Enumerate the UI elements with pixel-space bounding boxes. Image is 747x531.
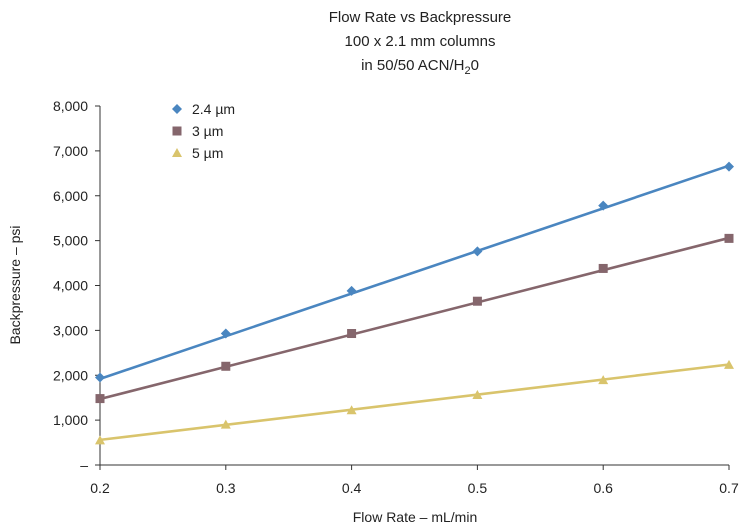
- legend-label-3: 5 µm: [192, 145, 223, 161]
- data-point-series-1: [220, 328, 231, 339]
- x-tick-labels: 0.2 0.3 0.4 0.5 0.6 0.7: [90, 465, 739, 496]
- legend-marker-1: [172, 104, 182, 114]
- x-tick-label: 0.6: [593, 480, 613, 496]
- data-point-series-3: [220, 419, 231, 429]
- data-point-series-1: [95, 372, 105, 383]
- data-point-series-2: [347, 329, 357, 339]
- trend-lines: [99, 164, 730, 442]
- x-tick-label: 0.4: [342, 480, 362, 496]
- chart-title-line-3: in 50/50 ACN/H20: [361, 57, 479, 77]
- data-point-series-1: [472, 246, 483, 257]
- y-tick-label: 3,000: [53, 322, 88, 338]
- data-point-series-2: [95, 394, 105, 404]
- y-tick-label: 4,000: [53, 278, 88, 294]
- trend-line-series-1: [99, 164, 730, 381]
- y-tick-label: 8,000: [53, 98, 88, 114]
- legend-marker-2: [172, 126, 182, 136]
- y-tick-label: 7,000: [53, 143, 88, 159]
- data-point-series-3: [346, 405, 357, 415]
- legend-marker-3: [172, 148, 182, 157]
- y-tick-label: –: [80, 457, 88, 473]
- y-axis-label: Backpressure – psi: [7, 225, 23, 344]
- x-tick-label: 0.5: [468, 480, 488, 496]
- chart-title-line-1: Flow Rate vs Backpressure: [329, 9, 512, 26]
- data-point-series-2: [472, 296, 482, 306]
- legend-label-2: 3 µm: [192, 123, 223, 139]
- data-point-series-3: [598, 375, 609, 385]
- y-tick-labels: – 1,000 2,000 3,000 4,000 5,000 6,000 7,000 8,00…: [53, 98, 100, 473]
- x-tick-label: 0.7: [719, 480, 739, 496]
- data-point-series-3: [472, 389, 483, 399]
- data-point-series-1: [724, 161, 734, 172]
- x-axis-label: Flow Rate – mL/min: [353, 509, 477, 525]
- y-tick-label: 6,000: [53, 188, 88, 204]
- data-point-series-2: [598, 263, 608, 273]
- y-tick-label: 5,000: [53, 233, 88, 249]
- data-point-series-3: [724, 359, 734, 369]
- trend-line-series-3: [99, 363, 730, 442]
- legend: 2.4 µm 3 µm 5 µm: [172, 101, 235, 161]
- data-points: [95, 161, 734, 445]
- chart-title-line-2: 100 x 2.1 mm columns: [345, 33, 496, 50]
- trend-line-series-2: [99, 236, 730, 401]
- legend-label-1: 2.4 µm: [192, 101, 235, 117]
- data-point-series-1: [598, 200, 609, 211]
- y-tick-label: 2,000: [53, 367, 88, 383]
- data-point-series-2: [221, 361, 231, 371]
- data-point-series-2: [724, 233, 734, 243]
- y-tick-label: 1,000: [53, 412, 88, 428]
- x-tick-label: 0.3: [216, 480, 236, 496]
- x-tick-label: 0.2: [90, 480, 110, 496]
- data-point-series-1: [346, 285, 357, 296]
- data-point-series-3: [95, 435, 105, 445]
